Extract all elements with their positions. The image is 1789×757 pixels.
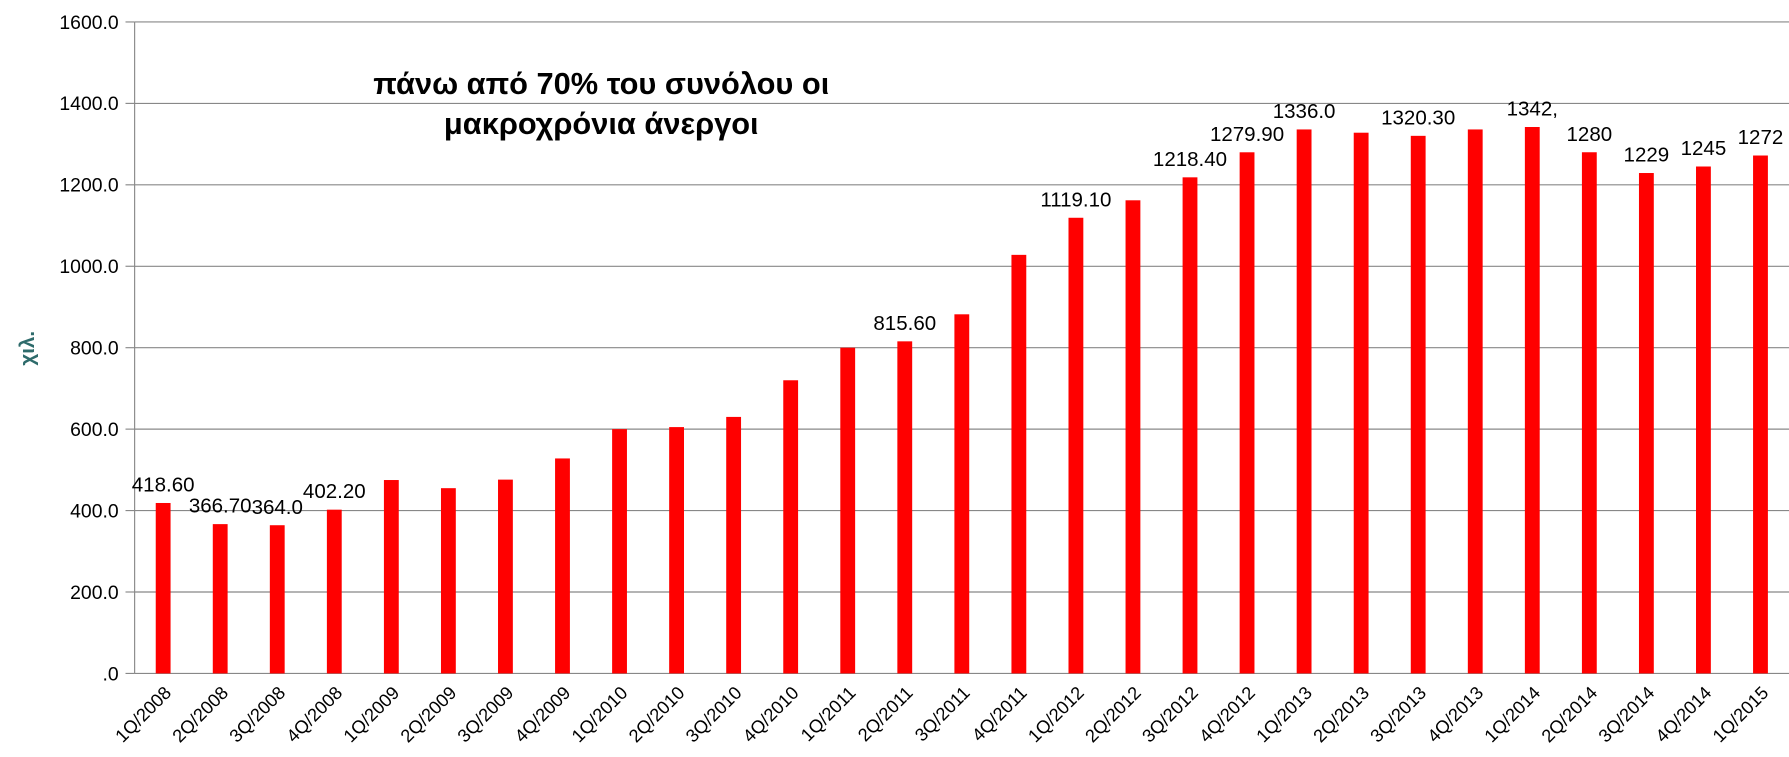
x-tick-label: 4Q/2009 — [510, 682, 574, 746]
annotation: πάνω από 70% του συνόλου οι — [373, 66, 829, 101]
value-label: 418.60 — [132, 474, 195, 497]
y-tick-label: 200.0 — [70, 582, 119, 604]
x-tick-label: 3Q/2014 — [1594, 682, 1658, 746]
value-label: 366.70 — [189, 495, 252, 518]
y-axis-label: χιλ. — [16, 331, 39, 366]
x-tick-label: 1Q/2010 — [567, 682, 631, 746]
x-tick-label: 1Q/2015 — [1708, 682, 1772, 746]
bar — [1467, 129, 1483, 674]
value-label: 1218.40 — [1153, 148, 1227, 171]
bar — [1296, 129, 1312, 674]
bar — [954, 314, 970, 674]
bar — [1638, 173, 1654, 674]
bar — [669, 427, 684, 674]
x-tick-label: 1Q/2012 — [1024, 682, 1088, 746]
value-label: 1245 — [1681, 137, 1727, 160]
bar — [326, 509, 342, 674]
x-tick-label: 4Q/2008 — [282, 682, 346, 746]
y-tick-label: 600.0 — [70, 419, 119, 441]
bar — [1239, 152, 1255, 674]
x-tick-label: 2Q/2012 — [1081, 682, 1145, 746]
x-tick-label: 2Q/2014 — [1537, 682, 1601, 746]
x-tick-label: 2Q/2008 — [168, 682, 232, 746]
value-label: 364.0 — [252, 496, 303, 519]
x-tick-label: 4Q/2012 — [1195, 682, 1259, 746]
value-label: 1336.0 — [1273, 100, 1336, 123]
bar — [1753, 155, 1768, 674]
bar — [897, 341, 913, 674]
bar — [555, 458, 570, 674]
y-tick-label: 1600.0 — [59, 12, 118, 34]
value-label: 1119.10 — [1040, 188, 1111, 211]
y-tick-label: 1000.0 — [59, 256, 118, 278]
x-tick-label: 3Q/2009 — [453, 682, 517, 746]
x-tick-label: 1Q/2013 — [1252, 682, 1316, 746]
bar — [840, 347, 856, 674]
y-tick-label: 800.0 — [70, 338, 119, 360]
y-tick-label: .0 — [102, 663, 118, 685]
x-tick-label: 3Q/2008 — [225, 682, 289, 746]
bar — [783, 380, 799, 674]
x-tick-label: 3Q/2013 — [1366, 682, 1430, 746]
bar — [383, 480, 399, 674]
bar — [269, 525, 285, 674]
y-tick-label: 1400.0 — [59, 93, 118, 115]
x-tick-label: 1Q/2011 — [796, 682, 859, 745]
bar — [212, 524, 228, 674]
x-tick-label: 1Q/2014 — [1480, 682, 1544, 746]
x-tick-label: 4Q/2010 — [738, 682, 802, 746]
value-label: 1320.30 — [1381, 106, 1455, 129]
x-tick-label: 4Q/2014 — [1651, 682, 1715, 746]
y-tick-label: 1200.0 — [59, 175, 118, 197]
bar — [1696, 166, 1711, 674]
annotation: μακροχρόνια άνεργοι — [444, 106, 759, 141]
value-label: 815.60 — [873, 312, 936, 335]
x-tick-label: 2Q/2009 — [396, 682, 460, 746]
x-tick-label: 1Q/2009 — [339, 682, 403, 746]
x-tick-label: 3Q/2011 — [910, 682, 973, 745]
value-label: 1279.90 — [1210, 123, 1284, 146]
value-label: 1229 — [1624, 144, 1670, 167]
x-tick-label: 4Q/2013 — [1423, 682, 1487, 746]
value-label: 1280 — [1567, 123, 1613, 146]
value-label: 402.20 — [303, 480, 366, 503]
bar — [1410, 135, 1426, 674]
bar — [1524, 127, 1540, 674]
bar — [1011, 254, 1027, 674]
bar — [1353, 132, 1369, 674]
bar — [440, 488, 456, 674]
bar — [612, 429, 627, 674]
x-tick-label: 2Q/2010 — [624, 682, 688, 746]
bar — [498, 479, 513, 674]
value-label: 1272 — [1738, 126, 1784, 149]
bar — [155, 502, 171, 674]
bar — [1182, 177, 1198, 674]
x-tick-label: 3Q/2010 — [681, 682, 745, 746]
x-tick-label: 1Q/2008 — [111, 682, 175, 746]
x-tick-label: 3Q/2012 — [1138, 682, 1202, 746]
value-label: 1342, — [1507, 98, 1558, 121]
bar — [1125, 200, 1141, 674]
x-tick-label: 2Q/2011 — [853, 682, 916, 745]
bar — [1581, 152, 1597, 674]
bar — [1068, 217, 1084, 674]
x-tick-label: 2Q/2013 — [1309, 682, 1373, 746]
y-tick-label: 400.0 — [70, 500, 119, 522]
bar — [726, 416, 742, 674]
x-tick-label: 4Q/2011 — [967, 682, 1030, 745]
